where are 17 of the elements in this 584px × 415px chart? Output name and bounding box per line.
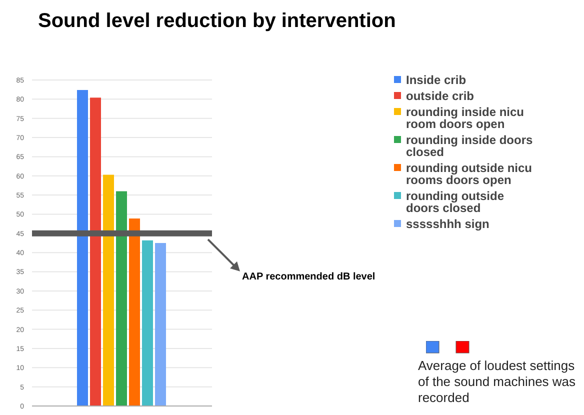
legend-label: ssssshhh sign (406, 217, 490, 231)
legend-label: rounding outside doors closed (406, 189, 505, 215)
bar (142, 240, 153, 406)
text: Average of loudest settings of the sound machines was recorded (418, 358, 577, 406)
bar (116, 191, 127, 406)
legend-label: outside crib (406, 89, 474, 103)
bar (129, 218, 140, 406)
legend-label: rounding inside nicu room doors open (406, 105, 525, 131)
legend-label: Inside crib (406, 73, 466, 87)
bar (103, 174, 114, 406)
legend-label: rounding outside nicu rooms doors open (406, 161, 533, 187)
chart-title: Sound level reduction by intervention (38, 10, 396, 33)
bar (77, 90, 88, 406)
bar (155, 243, 166, 406)
bar (90, 98, 101, 406)
ref-line-label: AAP recommended dB level (242, 271, 376, 282)
legend-label: rounding inside doors closed (406, 133, 534, 159)
